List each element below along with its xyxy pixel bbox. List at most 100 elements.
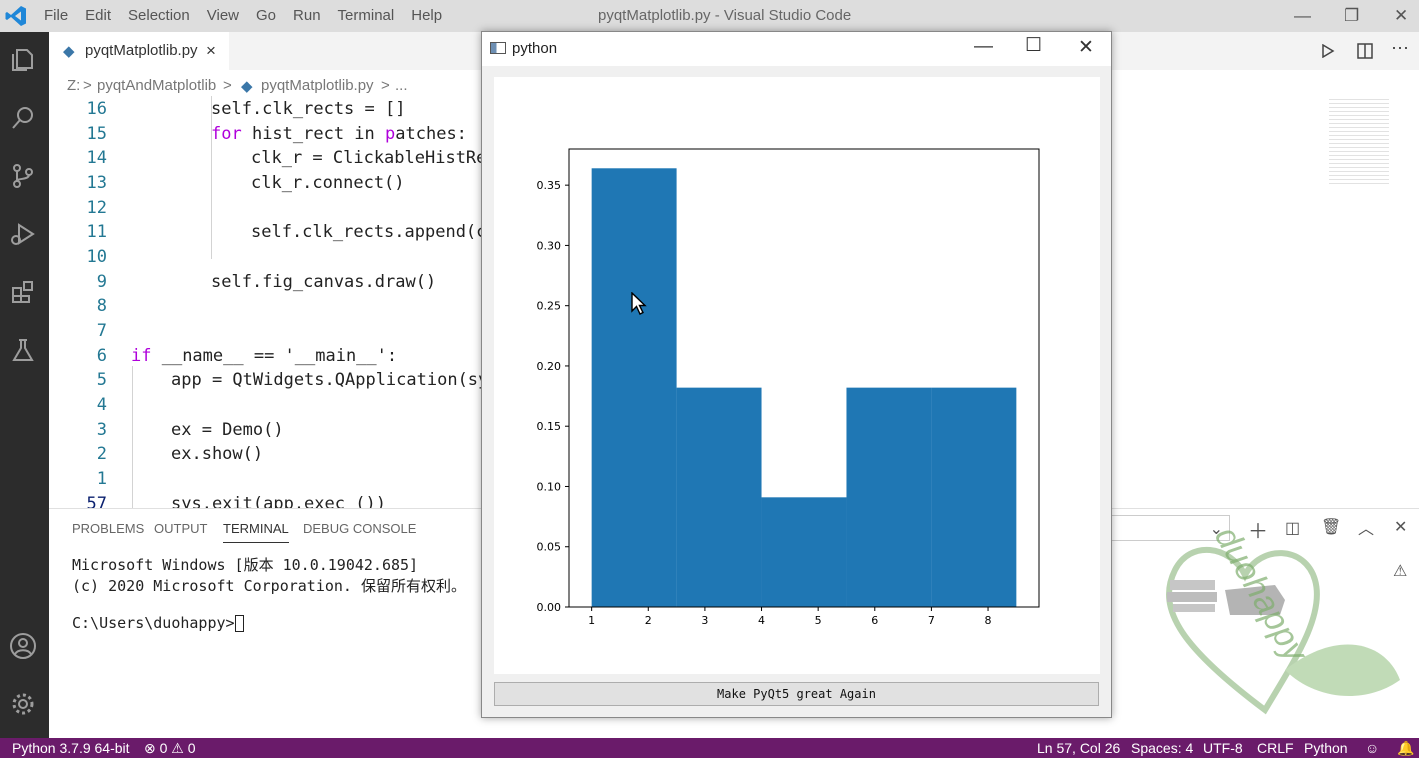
mouse-cursor-icon [631,292,647,315]
line-number: 14 [86,148,107,168]
menu-view[interactable]: View [206,7,239,24]
make-pyqt5-great-button[interactable]: Make PyQt5 great Again [494,682,1099,706]
code-line: clk_r = ClickableHistRec [251,148,497,168]
menu-edit[interactable]: Edit [85,7,112,24]
tab-output[interactable]: OUTPUT [154,521,208,536]
prompt-text: C:\Users\duohappy> [72,614,235,632]
source-control-icon[interactable] [9,162,37,190]
maximize-panel-icon[interactable]: ︿ [1358,521,1375,538]
breadcrumb-file[interactable]: pyqtMatplotlib.py [261,77,374,94]
line-number-current: 57 [86,494,107,508]
tab-label: pyqtMatplotlib.py [85,42,198,59]
search-icon[interactable] [9,104,37,132]
extensions-icon[interactable] [9,278,37,306]
x-tick-label: 6 [871,614,878,627]
more-actions-icon[interactable]: ⋯ [1391,38,1409,58]
close-icon[interactable]: ✕ [1394,6,1409,25]
line-number: 10 [86,247,107,267]
code-line: app = QtWidgets.QApplication(sys [171,370,499,390]
testing-icon[interactable] [9,336,37,364]
code-line: for hist_rect in patches: [211,124,467,144]
tab-problems[interactable]: PROBLEMS [72,521,145,536]
histogram-bar-0[interactable] [591,168,677,607]
close-icon[interactable]: ✕ [1078,37,1094,58]
terminal-output[interactable]: Microsoft Windows [版本 10.0.19042.685] (c… [72,554,466,632]
code-text: hist_rect in [241,124,375,144]
notifications-bell-icon[interactable]: 🔔 [1397,740,1415,756]
explorer-icon[interactable] [9,46,37,74]
x-tick-label: 3 [701,614,708,627]
line-number: 12 [86,198,107,218]
tab-pyqtmatplotlib[interactable]: ◆ pyqtMatplotlib.py × [49,32,229,70]
encoding-status[interactable]: UTF-8 [1203,740,1243,756]
split-terminal-icon[interactable]: ◫ [1285,520,1301,537]
close-panel-icon[interactable]: ✕ [1394,519,1408,536]
trash-icon[interactable]: 🗑 [1321,519,1342,536]
terminal-select[interactable]: ⌄ [1110,515,1230,541]
histogram-bar-4[interactable] [931,387,1017,607]
indentation-status[interactable]: Spaces: 4 [1131,740,1194,756]
warning-icon[interactable]: ⚠ [1393,563,1408,580]
vscode-logo-icon [5,6,26,26]
restore-icon[interactable]: ❐ [1344,6,1360,25]
line-number: 8 [96,296,107,316]
breadcrumb-more[interactable]: ... [395,77,408,94]
y-tick-label: 0.30 [537,239,562,252]
problems-status[interactable]: ⊗ 0 ⚠ 0 [144,740,196,756]
breadcrumb-folder[interactable]: pyqtAndMatplotlib [97,77,217,94]
line-number: 16 [86,99,107,119]
activity-bar [0,32,49,738]
settings-gear-icon[interactable] [9,690,37,718]
maximize-icon[interactable]: ☐ [1025,35,1043,56]
code-line: ex.show() [171,444,264,464]
line-number: 7 [96,321,107,341]
code-text: __name__ == '__main__': [151,346,398,366]
matplotlib-canvas[interactable]: 1 2 3 4 5 6 7 8 0.00 0.05 0.10 0.15 0.20 0.25 0.30 0.35 [494,77,1100,674]
y-tick-label: 0.10 [537,480,562,493]
terminal-prompt: C:\Users\duohappy> [72,614,466,632]
code-line: if __name__ == '__main__': [131,346,397,366]
new-terminal-icon[interactable]: ＋ [1248,521,1268,543]
menu-selection[interactable]: Selection [128,7,190,24]
python-file-icon: ◆ [63,43,75,60]
menu-file[interactable]: File [44,7,69,24]
code-line: sys.exit(app.exec_()) [171,494,386,508]
breadcrumb-root[interactable]: Z: [67,77,81,94]
split-editor-icon[interactable] [1357,43,1373,59]
breadcrumb-separator: > [381,77,390,94]
breadcrumb-separator: > [223,77,232,94]
line-number: 6 [96,346,107,366]
run-debug-icon[interactable] [9,220,37,248]
terminal-cursor [234,615,244,632]
tab-close-icon[interactable]: × [206,41,216,60]
run-file-icon[interactable] [1321,44,1335,58]
menu-terminal[interactable]: Terminal [337,7,395,24]
python-interpreter-status[interactable]: Python 3.7.9 64-bit [12,740,130,756]
chevron-down-icon: ⌄ [1209,521,1223,538]
menu-go[interactable]: Go [256,7,277,24]
histogram-chart[interactable]: 1 2 3 4 5 6 7 8 0.00 0.05 0.10 0.15 0.20 0.25 0.30 0.35 [494,77,1100,674]
breadcrumb-separator: > [83,77,92,94]
histogram-bar-3[interactable] [846,387,932,607]
histogram-bar-2[interactable] [761,497,847,607]
minimize-icon[interactable]: — [1294,6,1311,25]
cursor-position-status[interactable]: Ln 57, Col 26 [1037,740,1121,756]
tab-terminal[interactable]: TERMINAL [223,521,289,543]
eol-status[interactable]: CRLF [1257,740,1294,756]
x-tick-label: 2 [645,614,652,627]
feedback-icon[interactable]: ☺ [1365,740,1380,756]
menu-run[interactable]: Run [293,7,321,24]
minimize-icon[interactable]: — [974,36,993,57]
minimap[interactable] [1329,96,1389,186]
language-status[interactable]: Python [1304,740,1348,756]
code-line: ex = Demo() [171,420,284,440]
code-line: self.clk_rects = [] [211,99,405,119]
tab-debug-console[interactable]: DEBUG CONSOLE [303,521,417,536]
title-bar: File Edit Selection View Go Run Terminal… [0,0,1419,32]
line-number: 9 [96,272,107,292]
menu-help[interactable]: Help [411,7,443,24]
account-icon[interactable] [9,632,37,660]
python-window-title: python [512,40,558,57]
histogram-bar-1[interactable] [676,387,762,607]
indent-guide [211,96,212,259]
